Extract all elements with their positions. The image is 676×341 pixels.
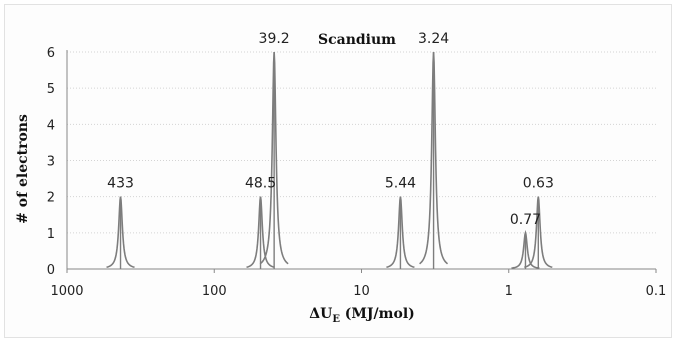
- peak-label: 3.24: [418, 31, 449, 47]
- x-tick-label: 1000: [50, 284, 83, 299]
- x-axis-label-unit: (MJ/mol): [340, 306, 415, 322]
- grid-layer: [67, 51, 656, 234]
- y-tick-label: 1: [47, 227, 55, 242]
- chart-frame: [4, 4, 672, 338]
- peak-label: 5.44: [385, 176, 416, 192]
- peak-label: 48.5: [245, 176, 276, 192]
- y-tick-label: 2: [47, 191, 55, 206]
- x-tick-label: 10: [353, 284, 370, 299]
- peak-label: 433: [107, 176, 134, 192]
- x-axis-label: ΔUE (MJ/mol): [309, 306, 415, 325]
- y-tick-label: 5: [47, 82, 55, 97]
- y-tick-label: 0: [47, 263, 55, 278]
- peak-label: 39.2: [259, 31, 290, 47]
- peak-layer: [106, 51, 553, 269]
- x-axis-label-subscript: E: [332, 314, 340, 325]
- x-tick-label: 1: [505, 284, 513, 299]
- peak-label: 0.63: [523, 176, 554, 192]
- peak-label: 0.77: [510, 212, 541, 228]
- chart-title: Scandium: [318, 32, 396, 48]
- y-tick-label: 4: [47, 118, 55, 133]
- y-axis-label: # of electrons: [15, 114, 31, 224]
- x-tick-label: 100: [202, 284, 227, 299]
- x-axis-label-main: ΔU: [309, 306, 332, 322]
- y-tick-label: 6: [47, 46, 55, 61]
- peak-line: [511, 229, 540, 269]
- y-tick-label: 3: [47, 155, 55, 170]
- peak-label-layer: 433 48.5 39.2 5.44 3.24 0.77 0.63: [107, 31, 554, 228]
- x-tick-label: 0.1: [646, 284, 667, 299]
- axis-layer: 0 1 2 3 4 5 6 1000 100 10 1 0.1: [47, 46, 667, 299]
